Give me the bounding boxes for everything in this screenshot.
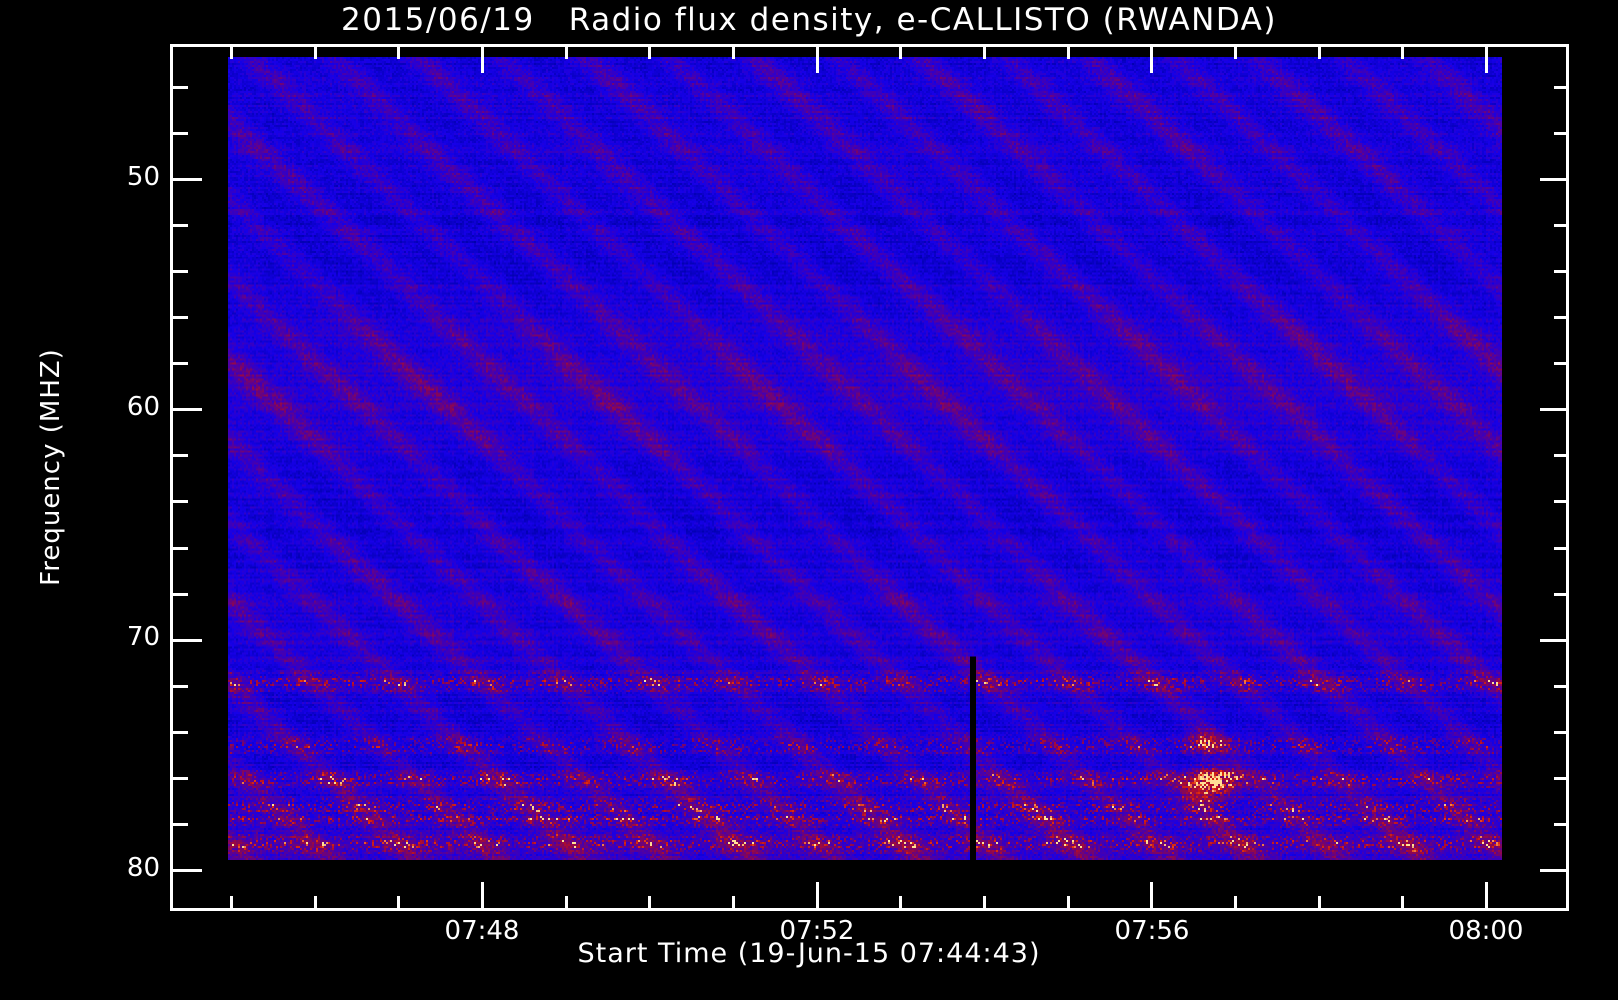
y-major-tick-right — [1540, 178, 1569, 181]
y-minor-tick — [173, 685, 188, 688]
y-minor-tick — [173, 316, 188, 319]
axis-right-spine — [1566, 44, 1569, 911]
x-minor-tick — [314, 896, 317, 911]
y-tick-label: 80 — [126, 853, 160, 883]
x-minor-tick-top — [1401, 44, 1404, 59]
axis-top-spine — [170, 44, 1569, 47]
x-minor-tick — [397, 896, 400, 911]
y-minor-tick-right — [1554, 224, 1569, 227]
y-major-tick-right — [1540, 869, 1569, 872]
x-minor-tick — [1067, 896, 1070, 911]
axis-left-spine — [170, 44, 173, 911]
x-minor-tick — [648, 896, 651, 911]
y-tick-label: 50 — [126, 162, 160, 192]
y-minor-tick — [173, 593, 188, 596]
x-axis-title: Start Time (19-Jun-15 07:44:43) — [577, 938, 1041, 969]
x-minor-tick-top — [1234, 44, 1237, 59]
x-minor-tick — [899, 896, 902, 911]
x-minor-tick-top — [732, 44, 735, 59]
x-minor-tick — [1318, 896, 1321, 911]
x-minor-tick-top — [983, 44, 986, 59]
x-major-tick — [816, 882, 819, 911]
x-minor-tick — [230, 896, 233, 911]
x-minor-tick — [983, 896, 986, 911]
y-major-tick — [173, 408, 202, 411]
y-major-tick-right — [1540, 639, 1569, 642]
x-tick-label: 07:52 — [779, 916, 855, 946]
y-minor-tick-right — [1554, 132, 1569, 135]
y-major-tick — [173, 639, 202, 642]
y-tick-label: 70 — [126, 622, 160, 652]
y-minor-tick-right — [1554, 777, 1569, 780]
y-minor-tick — [173, 86, 188, 89]
y-minor-tick-right — [1554, 547, 1569, 550]
y-minor-tick — [173, 731, 188, 734]
y-minor-tick-right — [1554, 500, 1569, 503]
y-minor-tick-right — [1554, 593, 1569, 596]
x-minor-tick — [1234, 896, 1237, 911]
x-major-tick — [481, 882, 484, 911]
y-major-tick — [173, 869, 202, 872]
y-minor-tick — [173, 454, 188, 457]
x-major-tick-top — [481, 44, 484, 73]
y-minor-tick — [173, 823, 188, 826]
x-major-tick — [1150, 882, 1153, 911]
y-axis-title: Frequency (MHZ) — [36, 348, 66, 586]
x-minor-tick — [732, 896, 735, 911]
x-minor-tick-top — [314, 44, 317, 59]
x-minor-tick-top — [899, 44, 902, 59]
axis-bottom-spine — [170, 908, 1569, 911]
y-tick-label: 60 — [126, 392, 160, 422]
y-minor-tick — [173, 777, 188, 780]
x-tick-label: 08:00 — [1448, 916, 1524, 946]
y-minor-tick-right — [1554, 316, 1569, 319]
x-minor-tick — [1401, 896, 1404, 911]
y-minor-tick-right — [1554, 362, 1569, 365]
y-minor-tick — [173, 132, 188, 135]
y-minor-tick-right — [1554, 454, 1569, 457]
x-major-tick-top — [816, 44, 819, 73]
x-minor-tick-top — [565, 44, 568, 59]
page-title: 2015/06/19 Radio flux density, e-CALLIST… — [341, 2, 1277, 38]
x-major-tick — [1485, 882, 1488, 911]
x-minor-tick-top — [230, 44, 233, 59]
x-minor-tick — [565, 896, 568, 911]
x-major-tick-top — [1150, 44, 1153, 73]
y-major-tick — [173, 178, 202, 181]
x-tick-label: 07:48 — [444, 916, 520, 946]
x-tick-label: 07:56 — [1114, 916, 1190, 946]
y-minor-tick — [173, 500, 188, 503]
y-minor-tick — [173, 224, 188, 227]
x-minor-tick-top — [648, 44, 651, 59]
x-minor-tick-top — [397, 44, 400, 59]
y-minor-tick-right — [1554, 731, 1569, 734]
x-minor-tick-top — [1318, 44, 1321, 59]
y-minor-tick-right — [1554, 685, 1569, 688]
y-minor-tick-right — [1554, 270, 1569, 273]
y-minor-tick-right — [1554, 823, 1569, 826]
x-minor-tick-top — [1067, 44, 1070, 59]
y-minor-tick-right — [1554, 86, 1569, 89]
x-major-tick-top — [1485, 44, 1488, 73]
y-minor-tick — [173, 547, 188, 550]
spectrogram-canvas — [228, 57, 1502, 860]
y-minor-tick — [173, 270, 188, 273]
y-minor-tick — [173, 362, 188, 365]
y-major-tick-right — [1540, 408, 1569, 411]
